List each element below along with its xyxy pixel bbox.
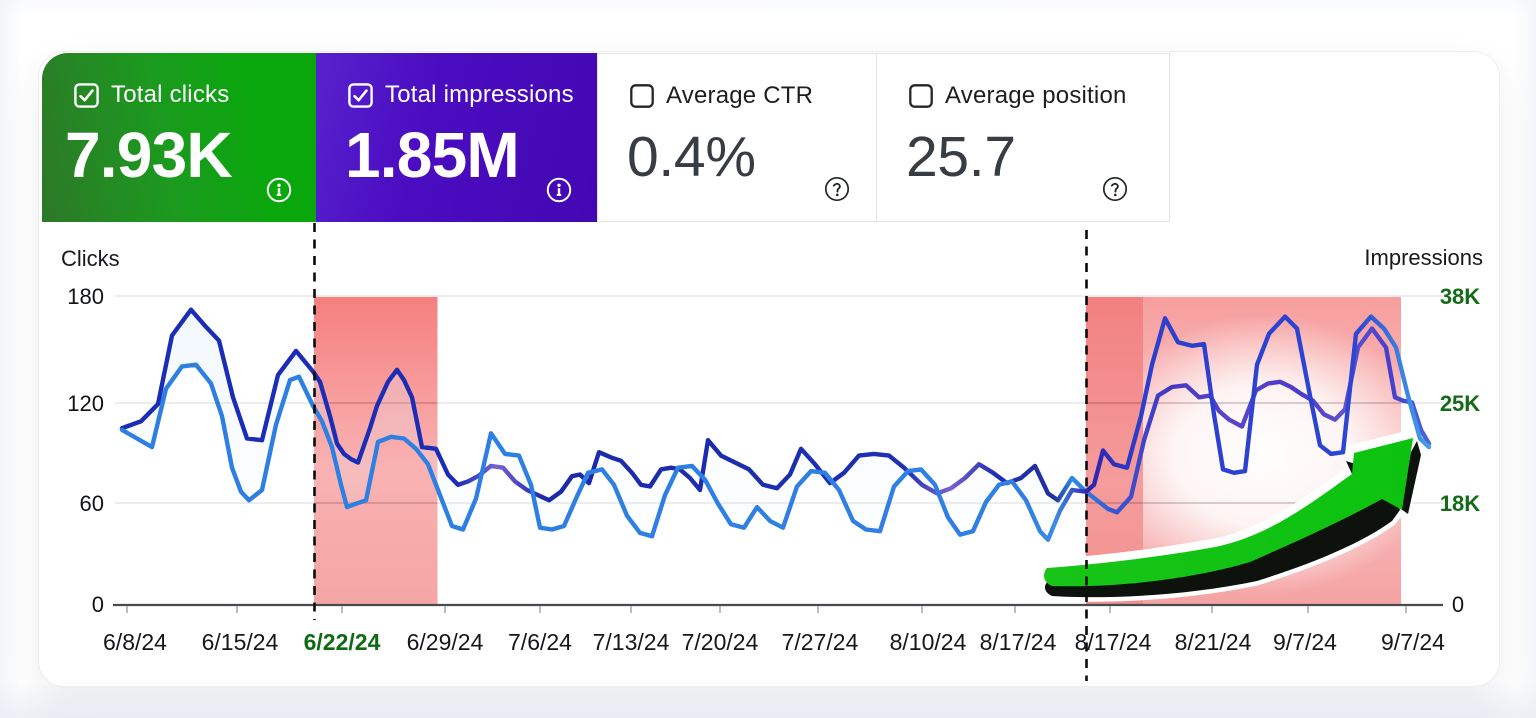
svg-text:120: 120 bbox=[67, 391, 104, 416]
svg-text:60: 60 bbox=[80, 491, 104, 516]
svg-text:8/21/24: 8/21/24 bbox=[1175, 629, 1252, 655]
svg-text:25K: 25K bbox=[1440, 391, 1480, 416]
svg-text:7/6/24: 7/6/24 bbox=[508, 629, 572, 655]
svg-text:8/17/24: 8/17/24 bbox=[980, 629, 1057, 655]
svg-text:8/17/24: 8/17/24 bbox=[1075, 629, 1152, 655]
svg-text:7/13/24: 7/13/24 bbox=[593, 629, 670, 655]
svg-text:0: 0 bbox=[92, 592, 104, 617]
svg-text:Impressions: Impressions bbox=[1364, 245, 1483, 270]
svg-text:Clicks: Clicks bbox=[61, 246, 120, 271]
svg-text:6/8/24: 6/8/24 bbox=[103, 629, 167, 655]
svg-text:38K: 38K bbox=[1440, 284, 1480, 309]
svg-text:9/7/24: 9/7/24 bbox=[1381, 629, 1445, 655]
svg-text:18K: 18K bbox=[1440, 491, 1480, 516]
svg-text:9/7/24: 9/7/24 bbox=[1273, 629, 1337, 655]
svg-text:8/10/24: 8/10/24 bbox=[890, 629, 967, 655]
svg-text:6/29/24: 6/29/24 bbox=[407, 629, 484, 655]
svg-text:7/27/24: 7/27/24 bbox=[782, 629, 859, 655]
svg-text:7/20/24: 7/20/24 bbox=[682, 629, 759, 655]
svg-text:6/22/24: 6/22/24 bbox=[304, 629, 381, 655]
svg-text:0: 0 bbox=[1452, 592, 1464, 617]
svg-text:6/15/24: 6/15/24 bbox=[202, 629, 279, 655]
svg-text:180: 180 bbox=[67, 284, 104, 309]
